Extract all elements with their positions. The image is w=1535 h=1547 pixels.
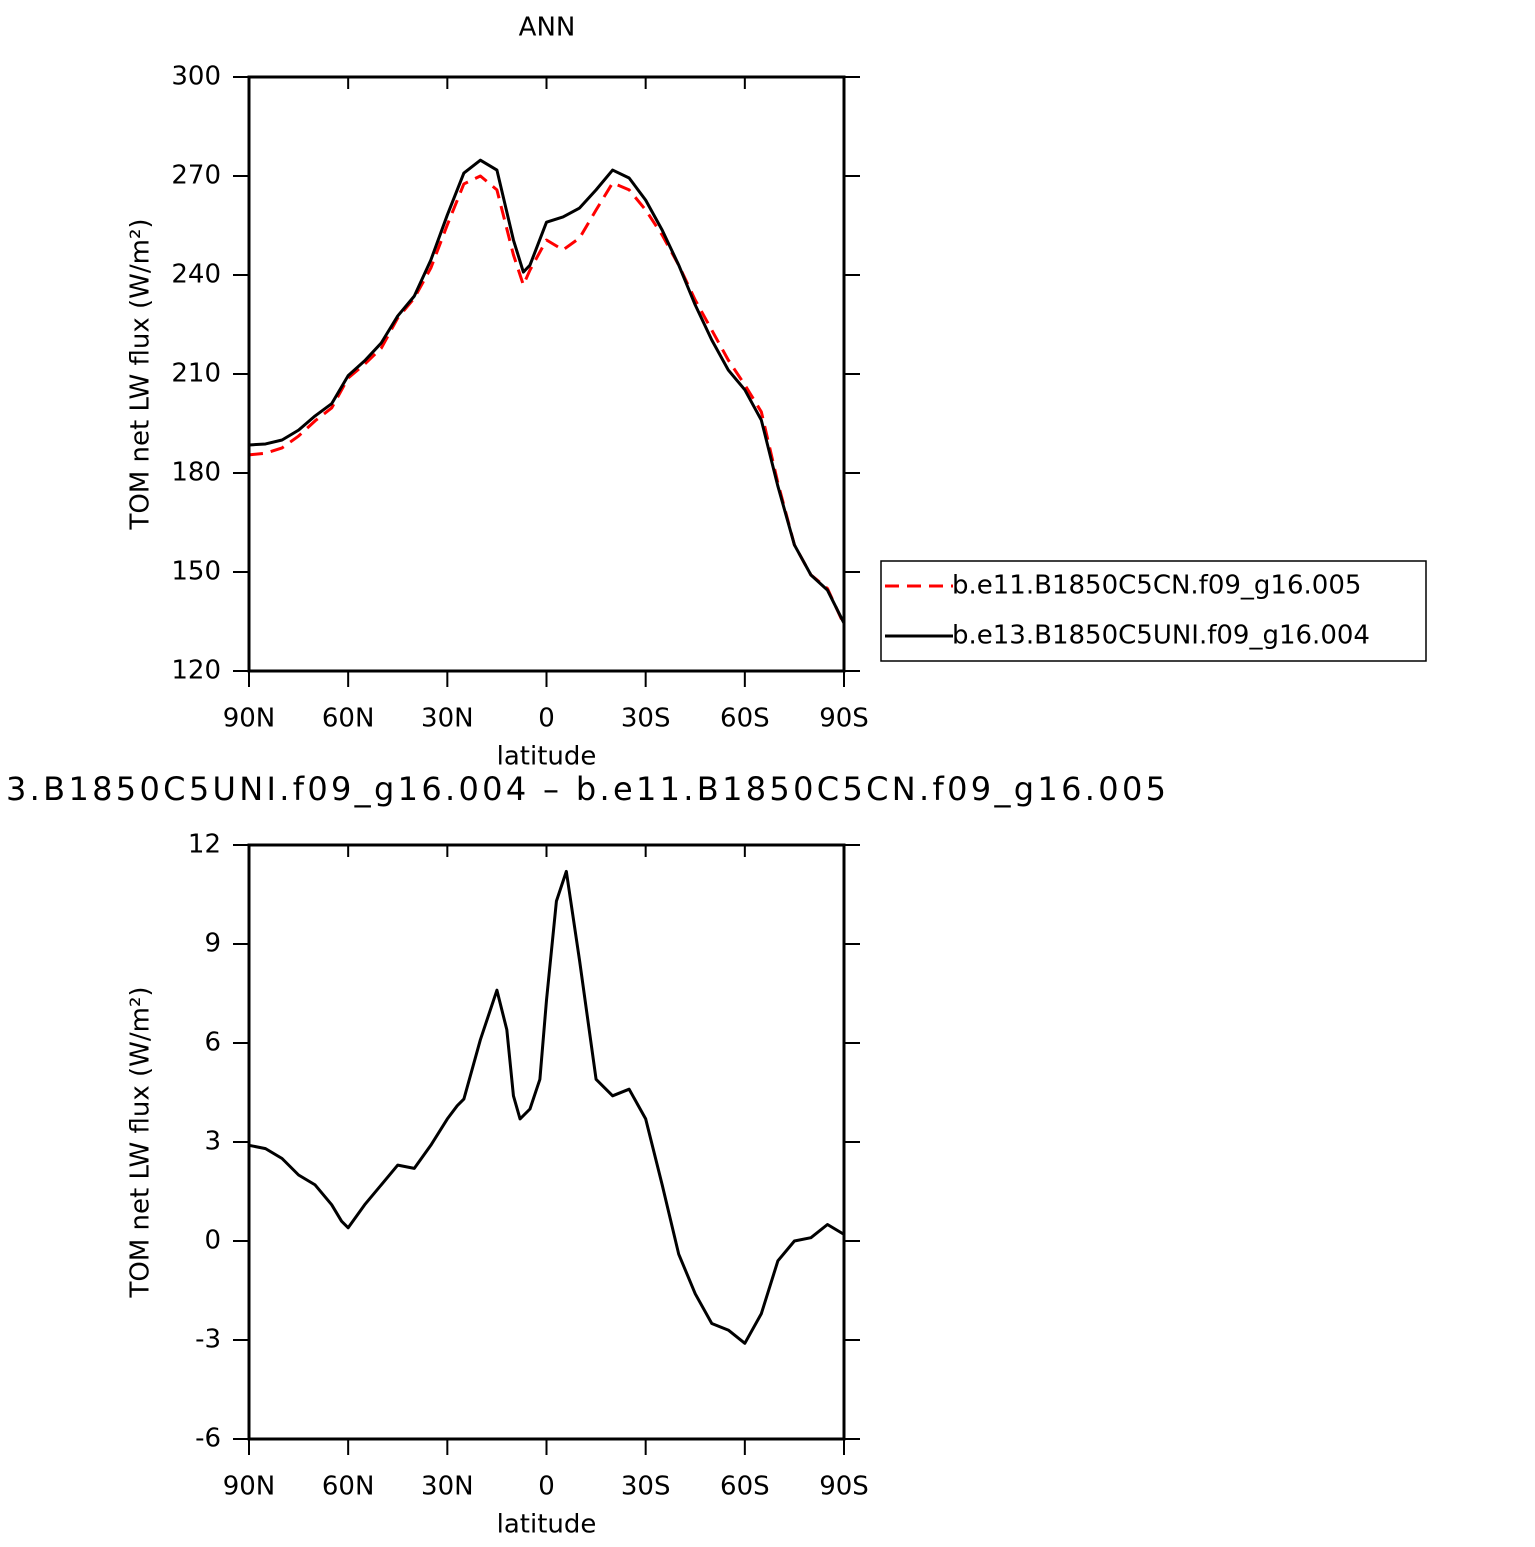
y-tick-label: 120 <box>171 656 221 686</box>
x-axis-label: latitude <box>497 742 597 772</box>
data-line <box>248 869 845 1345</box>
x-tick-label: 60N <box>322 1472 375 1502</box>
plot-frame <box>247 75 846 673</box>
x-tick-label: 90S <box>819 704 869 734</box>
y-tick-label: 9 <box>204 929 221 959</box>
x-tick-label: 60S <box>720 1472 770 1502</box>
legend-box <box>880 560 1427 662</box>
y-tick-label: -3 <box>195 1325 221 1355</box>
y-tick-label: 210 <box>171 359 221 389</box>
plot-frame <box>247 843 846 1441</box>
legend-label: b.e13.B1850C5UNI.f09_g16.004 <box>952 621 1370 651</box>
x-tick-label: 90S <box>819 1472 869 1502</box>
y-tick-label: 150 <box>171 557 221 587</box>
y-tick-label: 240 <box>171 260 221 290</box>
chart-title: 3.B1850C5UNI.f09_g16.004 – b.e11.B1850C5… <box>6 770 1166 808</box>
x-tick-label: 90N <box>223 704 276 734</box>
x-tick-label: 60S <box>720 704 770 734</box>
y-tick-label: 6 <box>204 1028 221 1058</box>
legend-label: b.e11.B1850C5CN.f09_g16.005 <box>952 571 1361 601</box>
y-tick-label: -6 <box>195 1424 221 1454</box>
x-tick-label: 30N <box>421 1472 474 1502</box>
y-tick-label: 300 <box>171 62 221 92</box>
y-tick-label: 12 <box>188 830 221 860</box>
x-tick-label: 30S <box>621 1472 671 1502</box>
x-tick-label: 0 <box>538 704 555 734</box>
y-tick-label: 270 <box>171 161 221 191</box>
y-tick-label: 180 <box>171 458 221 488</box>
x-axis-label: latitude <box>497 1510 597 1540</box>
data-line <box>248 174 846 626</box>
y-tick-label: 0 <box>204 1226 221 1256</box>
x-tick-label: 0 <box>538 1472 555 1502</box>
x-tick-label: 90N <box>223 1472 276 1502</box>
x-tick-label: 60N <box>322 704 375 734</box>
y-axis-label: TOM net LW flux (W/m²) <box>126 986 156 1298</box>
chart-title: ANN <box>519 13 576 43</box>
y-axis-label: TOM net LW flux (W/m²) <box>126 218 156 530</box>
data-line <box>248 158 846 624</box>
x-tick-label: 30S <box>621 704 671 734</box>
x-tick-label: 30N <box>421 704 474 734</box>
y-tick-label: 3 <box>204 1127 221 1157</box>
